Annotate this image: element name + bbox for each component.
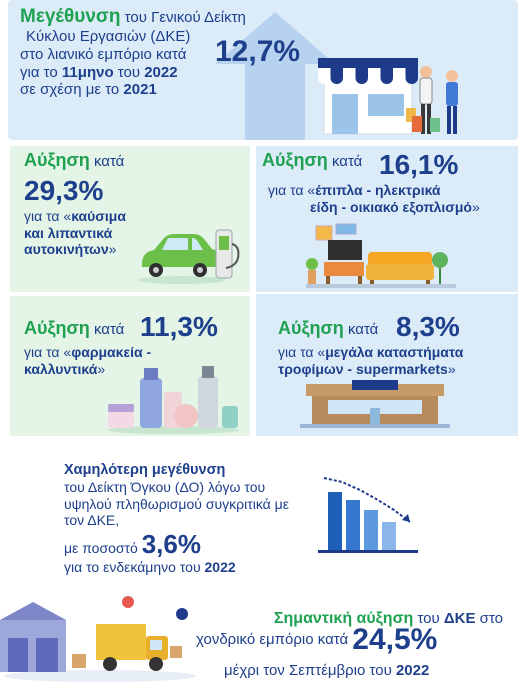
furniture-category: για τα «έπιπλα - ηλεκτρικά είδη - οικιακ…	[268, 182, 480, 215]
fuel-text: Αύξηση κατά	[24, 150, 124, 171]
living-room-icon	[306, 220, 456, 290]
pharmacy-value: 11,3%	[140, 310, 218, 343]
supermarket-icon	[300, 378, 450, 430]
volume-text: Χαμηλότερη μεγέθυνση του Δείκτη Όγκου (Δ…	[64, 462, 289, 576]
furniture-header: Αύξηση κατά	[262, 150, 362, 171]
warehouse-delivery-icon	[0, 584, 200, 684]
fuel-category: για τα «καύσιμα και λιπαντικά αυτοκινήτω…	[24, 208, 126, 258]
cosmetics-icon	[104, 362, 244, 434]
supermarket-header: Αύξηση κατά	[278, 318, 378, 339]
shoppers-icon	[400, 62, 480, 138]
furniture-value: 16,1%	[379, 148, 458, 181]
declining-bar-icon	[318, 470, 418, 558]
fuel-value: 29,3%	[24, 174, 103, 207]
supermarket-value: 8,3%	[396, 310, 460, 343]
supermarket-category: για τα «μεγάλα καταστήματα τροφίμων - su…	[278, 344, 463, 377]
pharmacy-header: Αύξηση κατά	[24, 318, 124, 339]
wholesale-line3: μέχρι τον Σεπτέμβριο του 2022	[224, 662, 429, 680]
retail-lead: Μεγέθυνση	[20, 6, 120, 27]
wholesale-value: 24,5%	[352, 623, 437, 656]
retail-text: Μεγέθυνση του Γενικού Δείκτη Κύκλου Εργα…	[20, 6, 246, 99]
volume-value: 3,6%	[142, 529, 201, 559]
wholesale-line2: χονδρικό εμπόριο κατά 24,5%	[196, 622, 437, 657]
car-fuel-icon	[134, 214, 244, 286]
retail-value: 12,7%	[215, 34, 300, 69]
